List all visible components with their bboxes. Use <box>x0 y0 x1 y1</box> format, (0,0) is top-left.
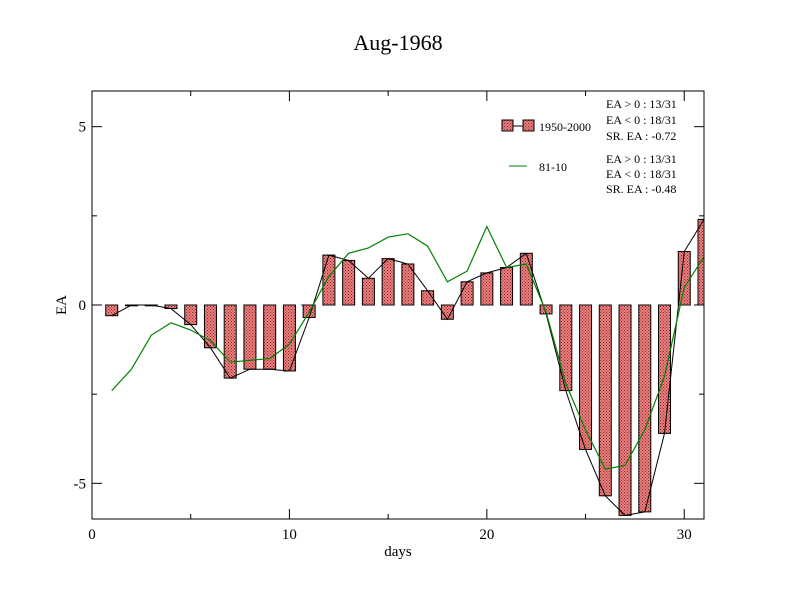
ticks-layer: 0 10 20 30 -5 0 5 <box>74 91 704 543</box>
legend-swatch-bar-left <box>501 119 514 132</box>
bar-day-9 <box>263 304 277 370</box>
bar-day-12 <box>322 254 336 306</box>
bar-day-1 <box>105 304 119 317</box>
stat-positive-81-10: EA > 0 : 13/31 <box>606 152 677 166</box>
legend-stats-1950-2000: EA > 0 : 13/31 EA < 0 : 18/31 SR. EA : -… <box>606 97 677 143</box>
chart-title: Aug-1968 <box>353 30 442 55</box>
bar-day-22 <box>519 252 533 306</box>
stat-positive-1950-2000: EA > 0 : 13/31 <box>606 97 677 111</box>
bar-day-25 <box>579 304 593 450</box>
legend-label-81-10: 81-10 <box>539 160 567 174</box>
stat-negative-1950-2000: EA < 0 : 18/31 <box>606 113 677 127</box>
bar-day-24 <box>559 304 573 392</box>
legend-swatch-bar-right <box>522 119 535 132</box>
bar-day-7 <box>223 304 237 379</box>
y-tick-label: 5 <box>79 120 87 136</box>
y-tick-label: -5 <box>74 476 87 492</box>
legend: 1950-2000 EA > 0 : 13/31 EA < 0 : 18/31 … <box>501 97 677 196</box>
bar-day-19 <box>460 281 474 306</box>
x-axis-label: days <box>384 544 412 560</box>
legend-entry-81-10: 81-10 <box>509 160 567 174</box>
bar-day-30 <box>677 251 691 306</box>
x-tick-label: 10 <box>282 527 297 543</box>
bar-day-17 <box>421 290 435 306</box>
bar-day-21 <box>500 267 514 306</box>
y-tick-label: 0 <box>79 298 87 314</box>
line-81-10 <box>111 225 704 470</box>
bar-day-15 <box>381 258 395 306</box>
x-tick-label: 20 <box>479 527 494 543</box>
line-1950-2000 <box>111 219 704 516</box>
y-axis-label: EA <box>54 295 70 315</box>
stat-sr-1950-2000: SR. EA : -0.72 <box>606 129 676 143</box>
bar-day-29 <box>658 304 672 434</box>
x-tick-label: 30 <box>677 527 692 543</box>
bar-day-13 <box>342 259 356 306</box>
bar-day-14 <box>361 277 375 306</box>
bar-day-28 <box>638 304 652 513</box>
legend-entry-1950-2000: 1950-2000 <box>501 119 591 134</box>
legend-label-1950-2000: 1950-2000 <box>539 120 591 134</box>
x-tick-label: 0 <box>88 527 96 543</box>
bar-day-26 <box>598 304 612 497</box>
bar-day-27 <box>618 304 632 516</box>
stat-sr-81-10: SR. EA : -0.48 <box>606 182 676 196</box>
stat-negative-81-10: EA < 0 : 18/31 <box>606 167 677 181</box>
lines-layer <box>111 219 704 516</box>
bar-day-20 <box>480 272 494 306</box>
legend-stats-81-10: EA > 0 : 13/31 EA < 0 : 18/31 SR. EA : -… <box>606 152 677 196</box>
